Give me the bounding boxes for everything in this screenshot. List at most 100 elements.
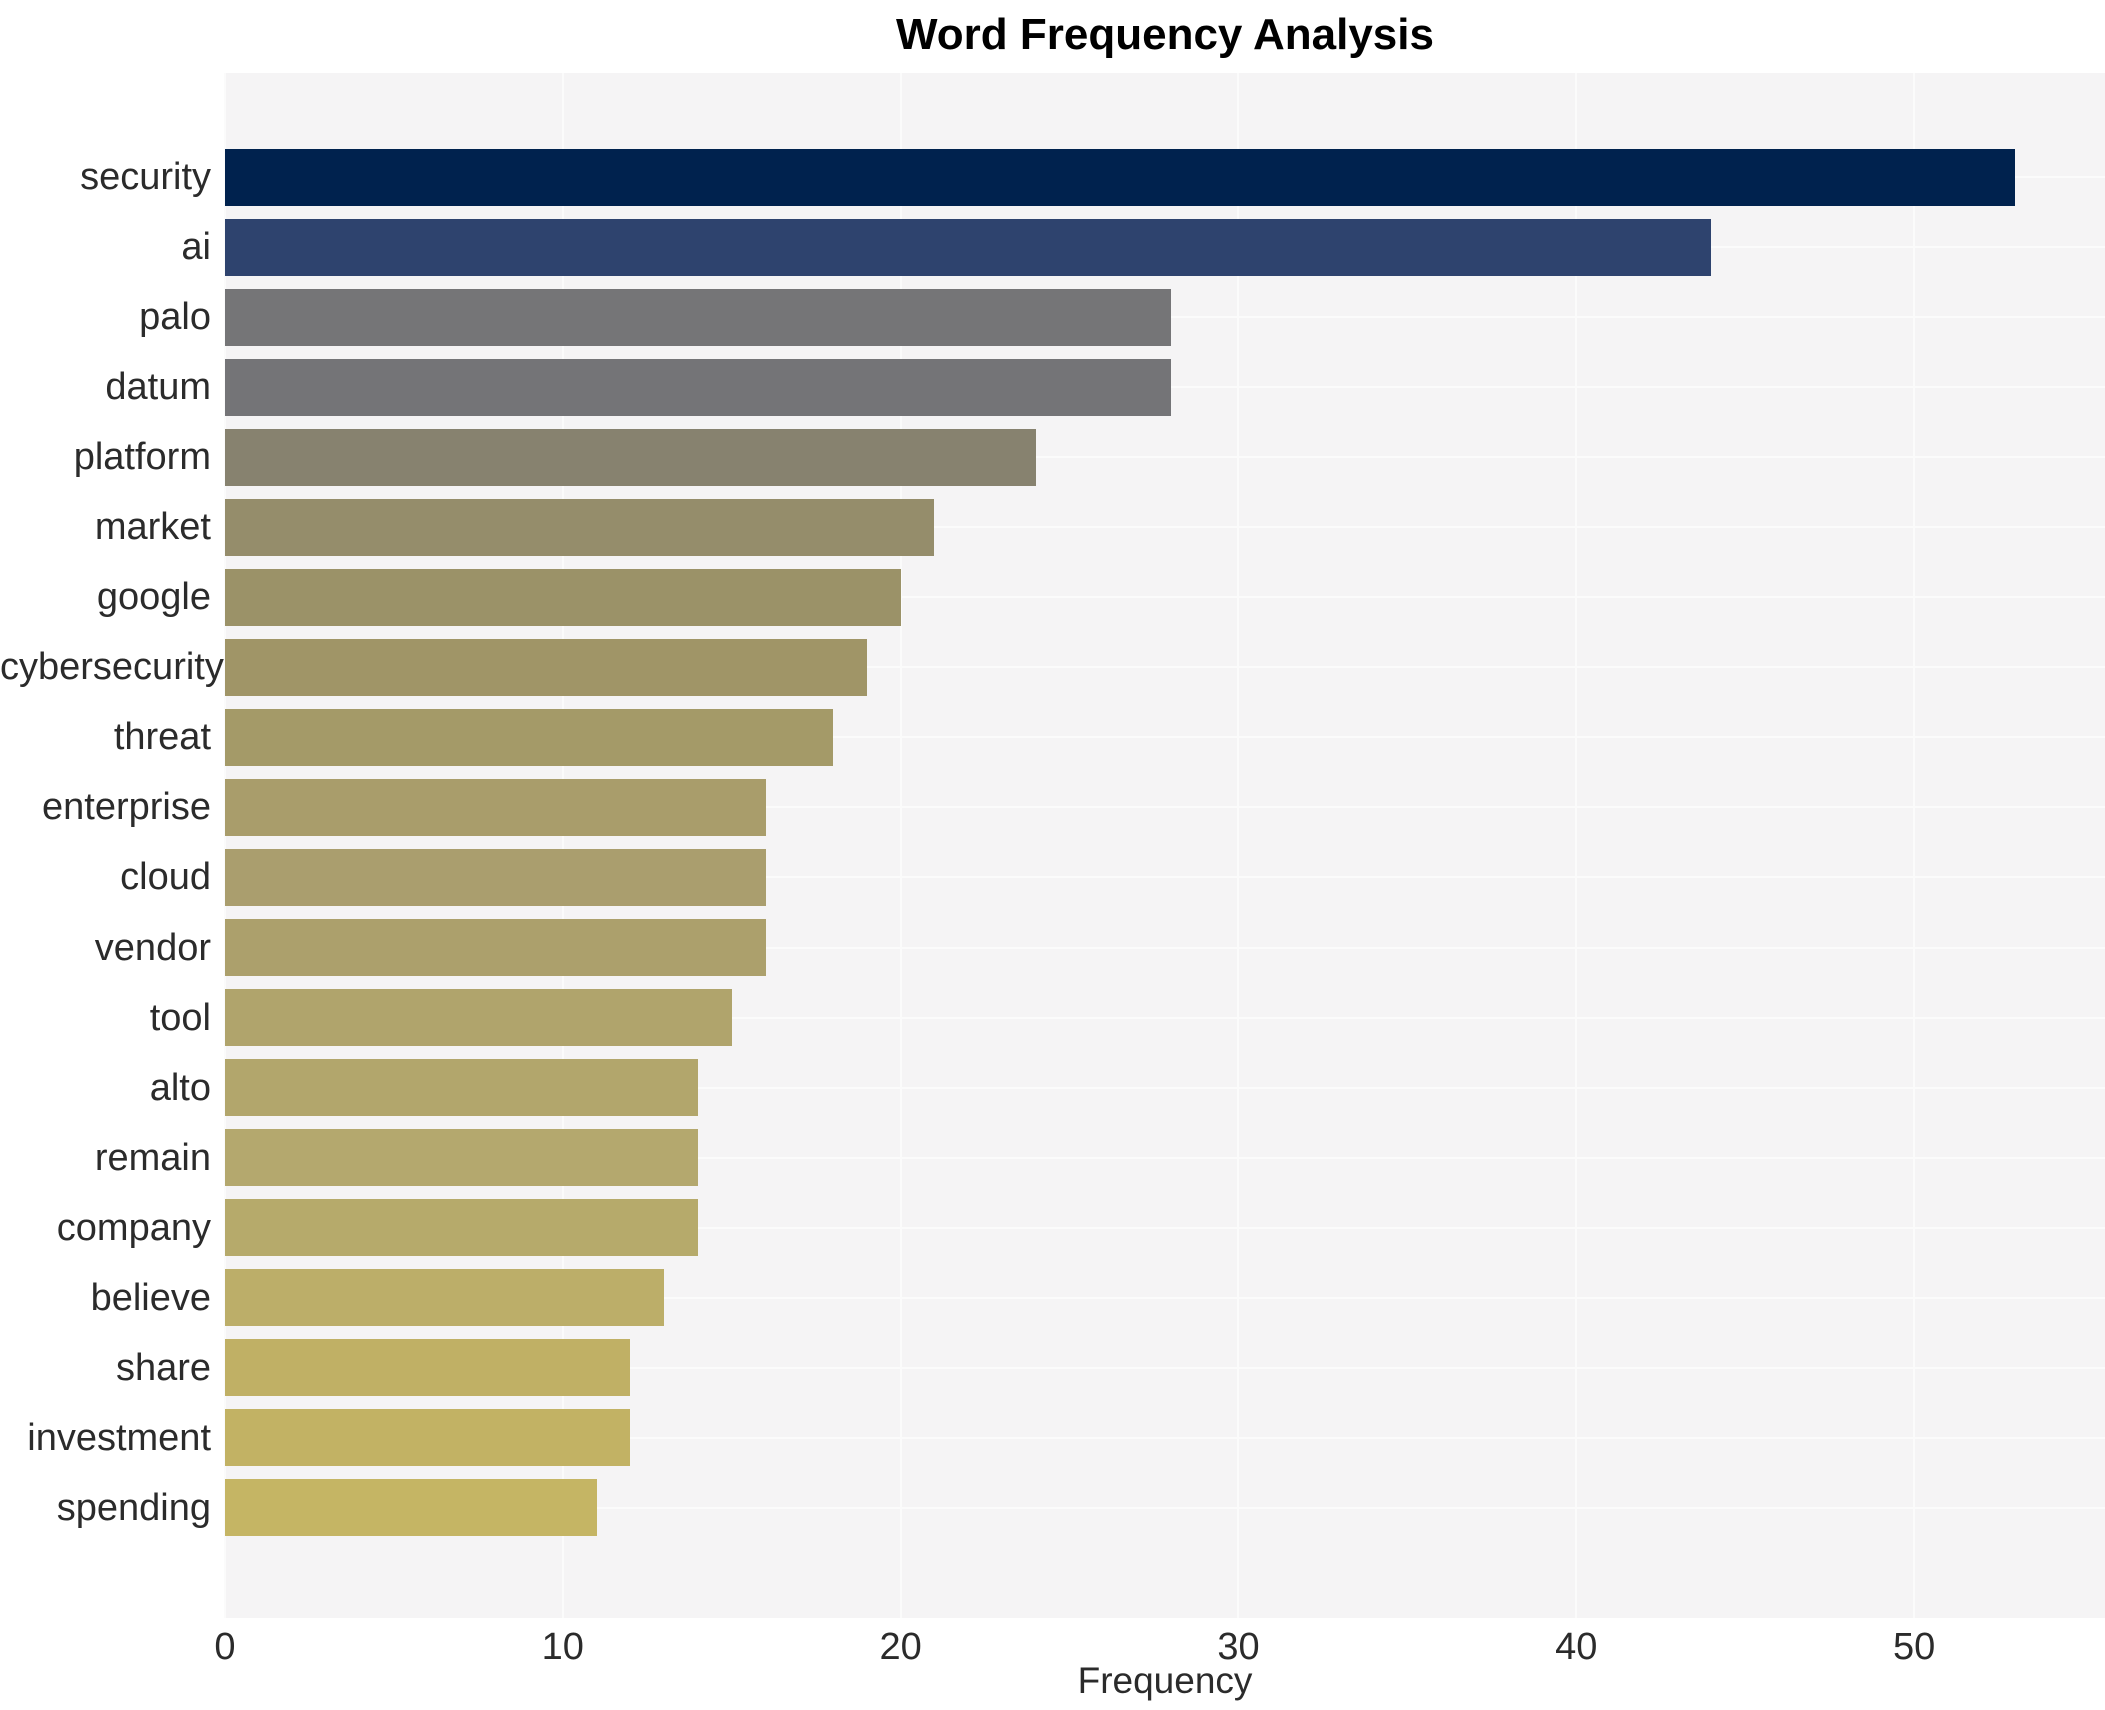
bar-row: vendor: [0, 913, 2105, 983]
horizontal-gridline: [225, 1086, 2105, 1089]
bar-row: share: [0, 1333, 2105, 1403]
horizontal-gridline: [225, 946, 2105, 949]
y-tick-label: share: [115, 1346, 211, 1389]
x-tick-label: 10: [541, 1626, 584, 1668]
frequency-bar: [225, 288, 1171, 346]
y-tick-label: ai: [181, 226, 211, 269]
y-tick-label: tool: [149, 996, 211, 1039]
bar-track: [225, 772, 2105, 842]
horizontal-gridline: [225, 736, 2105, 739]
bar-track: [225, 842, 2105, 912]
y-tick-label: cloud: [120, 856, 211, 899]
frequency-bar: [225, 568, 901, 626]
bar-row: palo: [0, 282, 2105, 352]
horizontal-gridline: [225, 1016, 2105, 1019]
frequency-bar: [225, 358, 1171, 416]
x-tick-label: 20: [879, 1626, 922, 1668]
bar-row: datum: [0, 352, 2105, 422]
bar-row: alto: [0, 1053, 2105, 1123]
bar-row: spending: [0, 1473, 2105, 1543]
frequency-bar: [225, 1409, 631, 1467]
bar-track: [225, 352, 2105, 422]
vertical-gridline: [224, 73, 226, 1618]
vertical-gridline: [1913, 73, 1916, 1618]
y-tick-label: market: [94, 506, 211, 549]
bar-track: [225, 1123, 2105, 1193]
x-tick-label: 40: [1555, 1626, 1598, 1668]
horizontal-gridline: [225, 806, 2105, 809]
frequency-bar: [225, 148, 2016, 206]
y-tick-label: alto: [149, 1066, 211, 1109]
bar-track: [225, 562, 2105, 632]
y-tick-label: google: [96, 576, 211, 619]
vertical-gridline: [1575, 73, 1578, 1618]
bar-row: ai: [0, 212, 2105, 282]
bar-track: [225, 142, 2105, 212]
frequency-bar: [225, 1059, 698, 1117]
horizontal-gridline: [225, 876, 2105, 879]
horizontal-gridline: [225, 666, 2105, 669]
bar-row: security: [0, 142, 2105, 212]
bar-track: [225, 1263, 2105, 1333]
chart-title: Word Frequency Analysis: [896, 10, 1434, 59]
bar-track: [225, 282, 2105, 352]
bar-row: tool: [0, 983, 2105, 1053]
horizontal-gridline: [225, 1506, 2105, 1509]
frequency-bar: [225, 989, 732, 1047]
y-tick-label: cybersecurity: [0, 646, 224, 689]
frequency-bar: [225, 498, 935, 556]
bar-track: [225, 1333, 2105, 1403]
y-tick-label: spending: [56, 1486, 211, 1529]
bar-track: [225, 1473, 2105, 1543]
bar-rows: security ai palo datum platform: [0, 73, 2105, 1618]
horizontal-gridline: [225, 1366, 2105, 1369]
x-tick-label: 50: [1892, 1626, 1936, 1668]
bar-row: google: [0, 562, 2105, 632]
frequency-bar: [225, 1269, 665, 1327]
bar-track: [225, 632, 2105, 702]
frequency-bar: [225, 708, 834, 766]
y-tick-label: company: [56, 1206, 211, 1249]
frequency-bar: [225, 1479, 597, 1537]
bar-row: market: [0, 492, 2105, 562]
y-tick-label: believe: [90, 1276, 211, 1319]
y-tick-label: datum: [105, 366, 211, 409]
bar-track: [225, 702, 2105, 772]
vertical-gridline: [561, 73, 564, 1618]
vertical-gridline: [899, 73, 902, 1618]
bar-track: [225, 212, 2105, 282]
frequency-bar: [225, 919, 766, 977]
horizontal-gridline: [225, 596, 2105, 599]
bar-row: remain: [0, 1123, 2105, 1193]
frequency-bar: [225, 638, 867, 696]
bar-track: [225, 1053, 2105, 1123]
bar-track: [225, 983, 2105, 1053]
y-tick-label: palo: [139, 296, 211, 339]
horizontal-gridline: [225, 1296, 2105, 1299]
horizontal-gridline: [225, 1156, 2105, 1159]
y-tick-label: vendor: [94, 926, 211, 969]
y-tick-label: investment: [27, 1416, 211, 1459]
bar-track: [225, 422, 2105, 492]
y-tick-label: threat: [113, 716, 211, 759]
bar-track: [225, 1193, 2105, 1263]
bar-row: investment: [0, 1403, 2105, 1473]
bar-row: cloud: [0, 842, 2105, 912]
bar-row: company: [0, 1193, 2105, 1263]
x-tick-label: 0: [214, 1626, 236, 1668]
y-tick-label: security: [80, 156, 211, 199]
bar-row: threat: [0, 702, 2105, 772]
y-tick-label: remain: [94, 1136, 211, 1179]
horizontal-gridline: [225, 456, 2105, 459]
bar-row: enterprise: [0, 772, 2105, 842]
frequency-bar: [225, 778, 766, 836]
frequency-bar: [225, 848, 766, 906]
frequency-bar: [225, 218, 1712, 276]
horizontal-gridline: [225, 1436, 2105, 1439]
bar-row: platform: [0, 422, 2105, 492]
bar-row: cybersecurity: [0, 632, 2105, 702]
frequency-bar: [225, 1199, 698, 1257]
bar-track: [225, 492, 2105, 562]
frequency-bar: [225, 1129, 698, 1187]
